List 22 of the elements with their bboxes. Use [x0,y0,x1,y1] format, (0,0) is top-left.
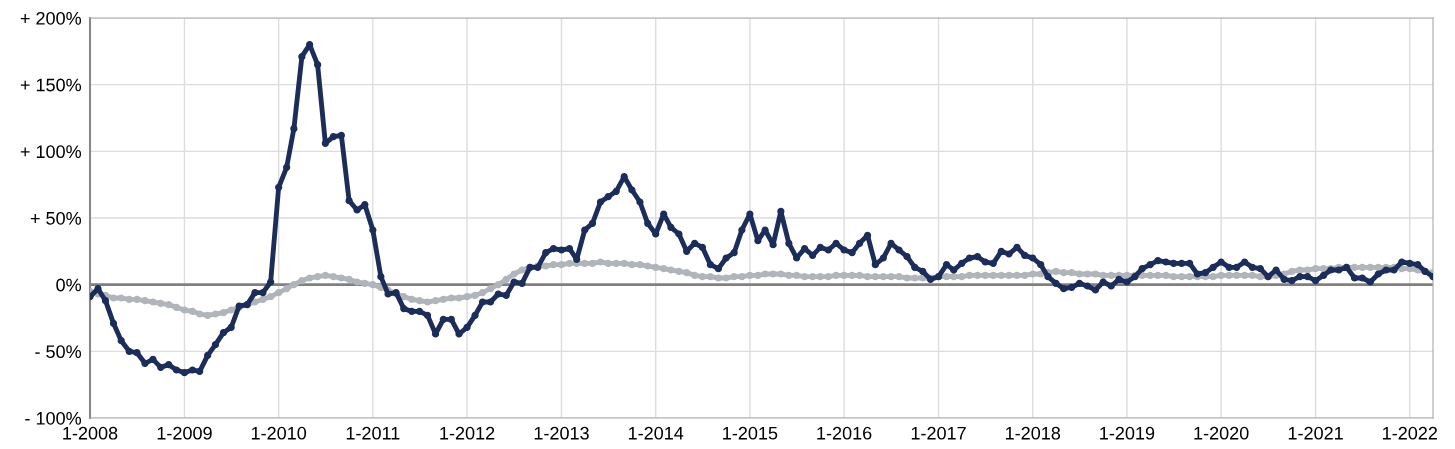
y-tick-label: + 100% [20,145,82,159]
y-tick-label: 0% [56,278,82,292]
x-tick-label: 1-2021 [1288,426,1343,440]
x-tick-label: 1-2019 [1100,426,1155,440]
x-tick-label: 1-2016 [817,426,872,440]
x-tick-label: 1-2012 [440,426,495,440]
x-tick-label: 1-2010 [251,426,307,440]
y-tick-label: + 200% [20,11,82,25]
x-tick-label: 1-2022 [1383,426,1437,440]
x-tick-label: 1-2015 [723,426,778,440]
y-tick-label: - 50% [35,345,82,359]
x-tick-label: 1-2011 [346,426,400,440]
x-tick-label: 1-2013 [534,426,589,440]
y-tick-label: - 100% [25,411,82,425]
y-tick-label: + 50% [30,211,82,225]
x-tick-label: 1-2017 [911,426,966,440]
x-tick-label: 1-2014 [628,426,684,440]
y-tick-label: + 150% [20,78,82,92]
x-tick-label: 1-2018 [1006,426,1061,440]
x-tick-label: 1-2008 [63,426,118,440]
x-tick-label: 1-2009 [157,426,212,440]
x-tick-label: 1-2020 [1194,426,1249,440]
